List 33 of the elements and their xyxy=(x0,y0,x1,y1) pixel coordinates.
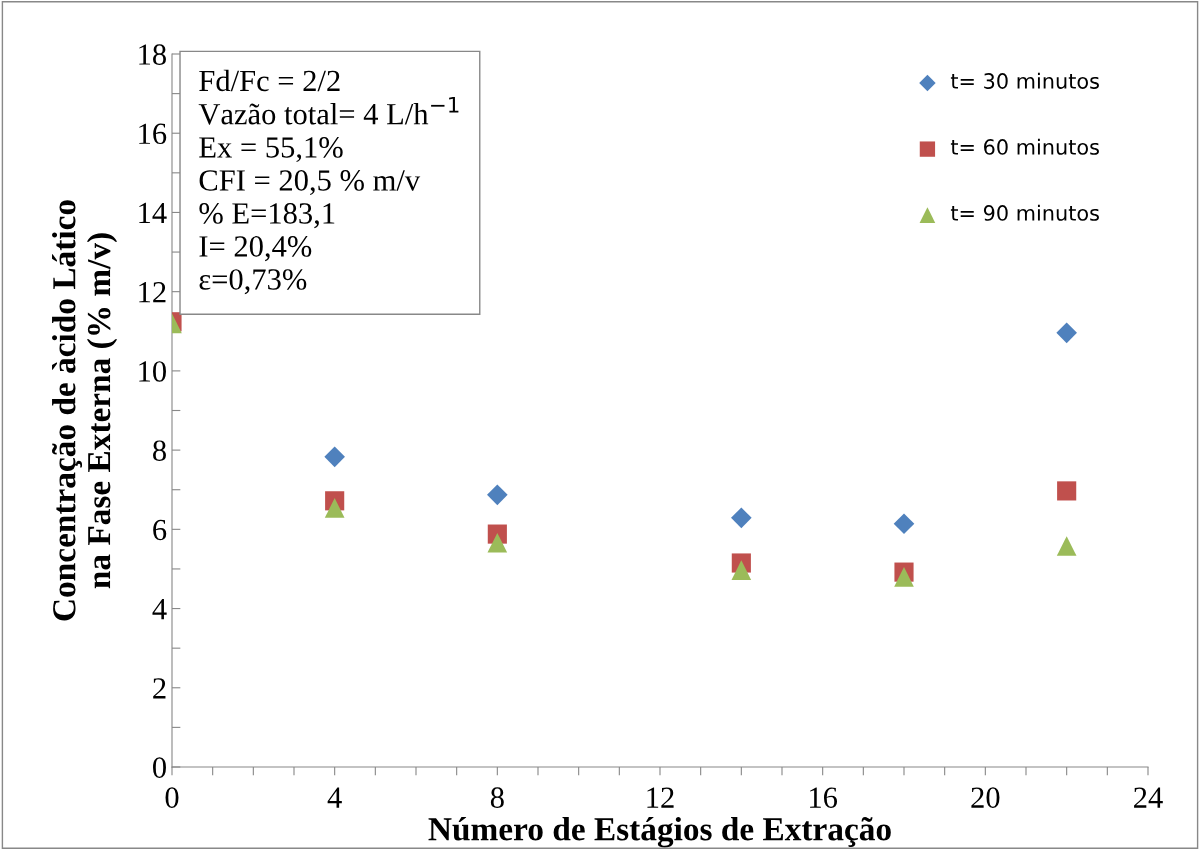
text: Fd/Fc = 2/2 Vazão total= 4 L/h$^{−1}$ Ex = 55,1% CFI = 20,5 % m/v % E=183,1 I= 20,4% ε=0,73% xyxy=(198,69,459,295)
legend-label: t= 60 minutos xyxy=(950,138,1099,155)
y-tick-label: 0 xyxy=(153,757,166,778)
y-axis-title: Concentração de àcido Lático na Fase Externa (% m/v) xyxy=(51,200,118,621)
legend-label: t= 90 minutos xyxy=(950,204,1099,221)
point xyxy=(731,560,752,580)
point xyxy=(1056,322,1077,344)
y-tick-label: 12 xyxy=(139,282,166,303)
point xyxy=(324,498,345,518)
x-tick-label: 8 xyxy=(490,787,504,808)
y-tick-label: 6 xyxy=(153,519,167,541)
y-tick-label: 8 xyxy=(153,440,166,462)
y-tick-label: 4 xyxy=(152,599,167,620)
x-tick-label: 16 xyxy=(810,787,838,808)
point xyxy=(1056,536,1077,556)
point xyxy=(487,532,508,553)
y-tick-label: 14 xyxy=(139,202,167,224)
point xyxy=(487,484,508,506)
x-tick-label: 24 xyxy=(1134,787,1163,808)
point xyxy=(894,567,914,587)
x-tick-label: 12 xyxy=(647,787,674,808)
x-tick-label: 20 xyxy=(971,787,1000,808)
y-tick-label: 2 xyxy=(153,678,166,699)
legend-label: t= 30 minutos xyxy=(950,72,1099,89)
y-tick-label: 18 xyxy=(139,44,166,65)
x-axis-title: Número de Estágios de Extração xyxy=(428,816,891,848)
y-tick-label: 16 xyxy=(139,123,167,145)
point xyxy=(893,513,915,535)
point xyxy=(1057,481,1077,501)
y-tick-label: 10 xyxy=(139,361,166,382)
x-tick-label: 4 xyxy=(327,787,342,808)
point xyxy=(324,446,345,468)
point xyxy=(731,507,752,529)
